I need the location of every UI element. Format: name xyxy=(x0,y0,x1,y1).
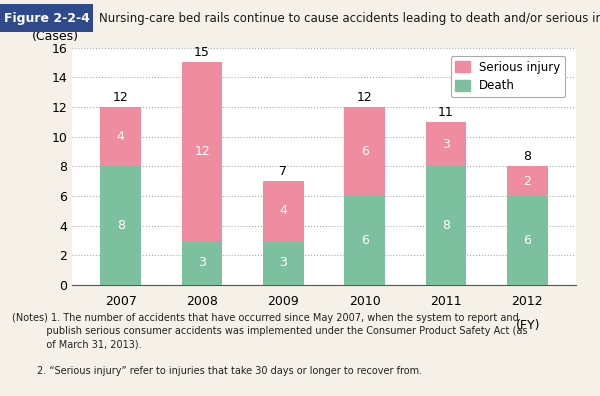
Text: 11: 11 xyxy=(438,106,454,119)
Text: 8: 8 xyxy=(117,219,125,232)
Bar xyxy=(182,62,223,240)
Text: 4: 4 xyxy=(280,204,287,217)
Text: 3: 3 xyxy=(198,256,206,269)
Bar xyxy=(100,166,141,285)
Text: 12: 12 xyxy=(357,91,373,104)
Bar xyxy=(507,196,548,285)
Bar xyxy=(507,166,548,196)
Bar xyxy=(182,240,223,285)
Text: Figure 2-2-4: Figure 2-2-4 xyxy=(4,12,89,25)
Text: 3: 3 xyxy=(442,137,450,150)
Text: 15: 15 xyxy=(194,46,210,59)
Bar xyxy=(425,166,466,285)
Text: 2: 2 xyxy=(523,175,531,188)
Text: 8: 8 xyxy=(442,219,450,232)
Text: 3: 3 xyxy=(280,256,287,269)
Text: (Cases): (Cases) xyxy=(32,30,79,43)
Text: 6: 6 xyxy=(523,234,531,247)
Text: (FY): (FY) xyxy=(516,319,540,332)
Bar xyxy=(425,122,466,166)
Bar xyxy=(263,181,304,240)
Legend: Serious injury, Death: Serious injury, Death xyxy=(451,56,565,97)
Text: 6: 6 xyxy=(361,234,368,247)
Text: 6: 6 xyxy=(361,145,368,158)
Bar xyxy=(344,196,385,285)
Text: 12: 12 xyxy=(113,91,128,104)
Text: 12: 12 xyxy=(194,145,210,158)
Text: 4: 4 xyxy=(117,130,125,143)
Text: 7: 7 xyxy=(280,165,287,178)
Text: Nursing-care bed rails continue to cause accidents leading to death and/or serio: Nursing-care bed rails continue to cause… xyxy=(99,12,600,25)
Text: 2. “Serious injury” refer to injuries that take 30 days or longer to recover fro: 2. “Serious injury” refer to injuries th… xyxy=(12,366,422,376)
Text: 8: 8 xyxy=(523,150,531,163)
Bar xyxy=(263,240,304,285)
Bar xyxy=(344,107,385,196)
Text: (Notes) 1. The number of accidents that have occurred since May 2007, when the s: (Notes) 1. The number of accidents that … xyxy=(12,313,527,349)
Bar xyxy=(100,107,141,166)
